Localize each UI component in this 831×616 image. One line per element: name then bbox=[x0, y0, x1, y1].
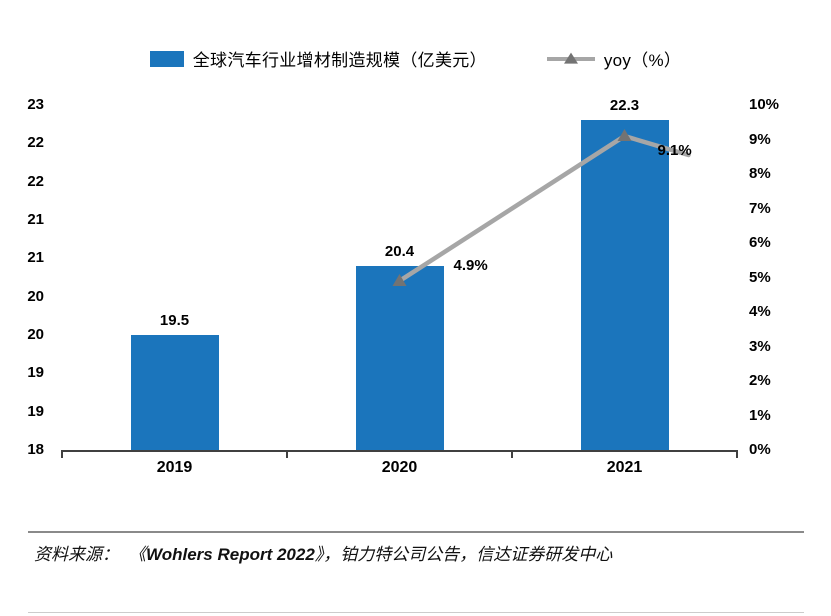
right-axis-tick-label: 8% bbox=[749, 165, 771, 182]
line-series-swatch bbox=[546, 52, 595, 64]
left-axis-tick-label: 23 bbox=[27, 96, 44, 113]
triangle-marker-icon bbox=[617, 129, 632, 142]
right-axis-tick-label: 0% bbox=[749, 441, 771, 458]
plot-area: 19.5 20.4 22.3 4.9% 9.1% bbox=[61, 97, 738, 458]
source-rest: 》，铂力特公司公告，信达证券研发中心 bbox=[314, 545, 613, 565]
line-data-label: 4.9% bbox=[453, 256, 488, 274]
bar-data-label: 19.5 bbox=[159, 312, 190, 329]
left-axis-tick-label: 19 bbox=[27, 402, 44, 420]
left-value-axis: 23 22 22 21 21 20 20 19 19 18 bbox=[0, 96, 54, 458]
right-axis-tick-label: 4% bbox=[749, 303, 771, 320]
category-label-2021: 2021 bbox=[606, 459, 643, 476]
left-axis-tick-label: 21 bbox=[27, 211, 44, 228]
right-axis-tick-label: 2% bbox=[749, 372, 771, 389]
right-axis-tick-label: 7% bbox=[749, 199, 771, 217]
legend-item-bar-series: 全球汽车行业增材制造规模（亿美元） bbox=[149, 46, 487, 71]
left-axis-tick-label: 20 bbox=[27, 326, 44, 343]
right-axis-tick-label: 9% bbox=[749, 130, 771, 148]
source-open-bracket: 《 bbox=[129, 545, 146, 565]
category-label-2020: 2020 bbox=[381, 459, 418, 476]
bar-data-label: 20.4 bbox=[384, 243, 415, 260]
yoy-line-svg bbox=[392, 129, 691, 286]
right-percent-axis: 10% 9% 8% 7% 6% 5% 4% 3% 2% 1% 0% bbox=[745, 96, 817, 458]
right-axis-tick-label: 10% bbox=[749, 96, 780, 113]
right-axis-tick-label: 1% bbox=[749, 406, 771, 424]
source-note: 资料来源： 《Wohlers Report 2022》，铂力特公司公告，信达证券研… bbox=[34, 541, 806, 570]
bottom-rule-line bbox=[28, 612, 804, 613]
line-data-label: 9.1% bbox=[657, 142, 692, 160]
category-label-2019: 2019 bbox=[156, 459, 193, 476]
triangle-marker-icon bbox=[392, 273, 407, 286]
legend-item-line-series: yoy（%） bbox=[546, 46, 682, 71]
bar-2020 bbox=[355, 266, 444, 450]
bar-data-label: 22.3 bbox=[609, 97, 640, 115]
right-axis-tick-label: 3% bbox=[749, 337, 771, 355]
bar-2021 bbox=[580, 120, 669, 450]
left-axis-tick-label: 19 bbox=[27, 364, 44, 382]
right-axis-tick-label: 5% bbox=[749, 268, 771, 286]
triangle-marker-icon bbox=[563, 52, 578, 64]
x-axis-tick bbox=[61, 450, 63, 458]
chart-legend: 全球汽车行业增材制造规模（亿美元） yoy（%） bbox=[0, 46, 831, 71]
left-axis-tick-label: 22 bbox=[27, 172, 44, 190]
x-axis-tick bbox=[286, 450, 288, 458]
line-series-legend-label: yoy（%） bbox=[603, 51, 682, 70]
left-axis-tick-label: 18 bbox=[27, 441, 44, 458]
left-axis-tick-label: 20 bbox=[27, 287, 44, 305]
bar-series-swatch bbox=[149, 50, 184, 67]
left-axis-tick-label: 21 bbox=[27, 249, 44, 267]
left-axis-tick-label: 22 bbox=[27, 134, 44, 152]
source-prefix: 资料来源： bbox=[34, 545, 119, 565]
bar-series-legend-label: 全球汽车行业增材制造规模（亿美元） bbox=[192, 51, 487, 70]
x-axis-tick bbox=[736, 450, 738, 458]
source-report-name: Wohlers Report 2022 bbox=[146, 545, 315, 564]
bar-2019 bbox=[130, 335, 219, 450]
source-divider-line bbox=[28, 531, 804, 533]
right-axis-tick-label: 6% bbox=[749, 234, 771, 251]
x-axis-tick bbox=[511, 450, 513, 458]
